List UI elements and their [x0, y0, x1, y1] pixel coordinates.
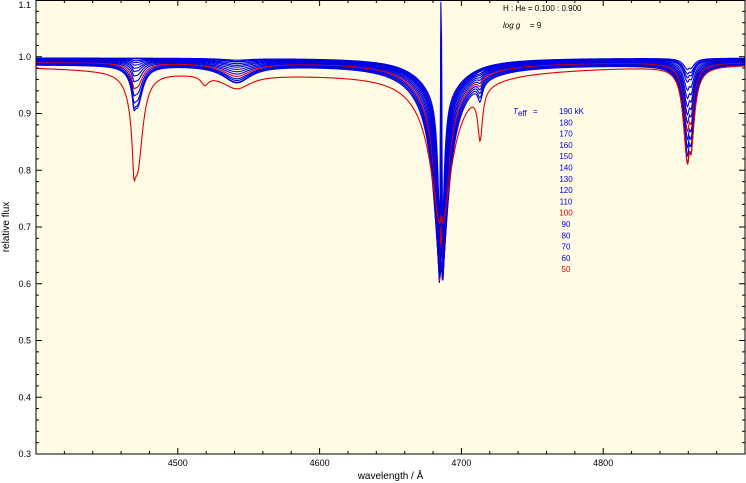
gravity-annotation: log g — [503, 21, 521, 30]
legend-entry: 70 — [562, 243, 571, 252]
x-tick-label: 4600 — [310, 458, 330, 468]
legend: T eff = 190 kK 180 170 160 150 140 130 120 110 10… — [513, 107, 585, 274]
spectrum-line-70 — [35, 64, 746, 275]
y-tick-label: 1.0 — [18, 52, 31, 62]
x-tick-label: 4700 — [451, 458, 471, 468]
spectrum-line-120 — [36, 61, 746, 283]
spectrum-line-160 — [36, 58, 745, 259]
legend-entry: 80 — [562, 231, 571, 240]
spectrum-line-60 — [36, 64, 746, 271]
legend-entry: 60 — [562, 254, 571, 263]
spectrum-line-190 — [36, 1, 745, 227]
x-axis-label: wavelength / Å — [357, 469, 424, 482]
spectrum-line-90 — [36, 62, 746, 280]
y-tick-label: 0.6 — [18, 279, 31, 289]
y-tick-label: 0.3 — [18, 449, 31, 459]
y-tick-label: 0.8 — [18, 165, 31, 175]
legend-entry: 180 — [559, 118, 573, 127]
gravity-value: = 9 — [530, 21, 542, 30]
legend-entry: 120 — [559, 186, 573, 195]
legend-entry: 100 — [559, 209, 573, 218]
legend-entry: 160 — [559, 141, 573, 150]
spectrum-line-130 — [36, 60, 746, 279]
legend-entry: 50 — [562, 265, 571, 274]
series-layer — [35, 1, 746, 283]
legend-entry: 110 — [560, 197, 573, 206]
x-tick-label: 4500 — [168, 458, 188, 468]
legend-entry: 150 — [559, 152, 573, 161]
y-tick-label: 0.5 — [18, 336, 31, 346]
spectrum-line-80 — [36, 63, 746, 278]
legend-title-subscript: eff — [518, 109, 528, 118]
y-tick-label: 0.9 — [18, 109, 31, 119]
legend-entry: 140 — [559, 164, 573, 173]
composition-annotation: H : He = 0.100 : 0.900 — [503, 4, 582, 13]
legend-entry: 130 — [559, 175, 573, 184]
legend-title-equals: = — [533, 107, 538, 116]
x-tick-label: 4800 — [593, 458, 613, 468]
axis-layer: 4500 4600 4700 4800 0.3 0.4 0.5 0.6 0.7 0.8 0.9 1.0… — [18, 0, 745, 468]
spectrum-line-100 — [35, 62, 746, 281]
spectrum-line-150 — [36, 59, 746, 264]
legend-entry: 90 — [562, 220, 571, 229]
y-tick-label: 0.7 — [18, 222, 31, 232]
y-tick-label: 0.4 — [18, 392, 31, 402]
y-axis-label: relative flux — [1, 202, 12, 253]
spectrum-line-50 — [35, 65, 746, 225]
legend-title: T — [513, 107, 519, 116]
legend-entry: 170 — [559, 130, 573, 139]
spectrum-line-170 — [36, 58, 745, 249]
spectrum-line-140 — [36, 59, 746, 274]
y-tick-label: 1.1 — [18, 0, 31, 10]
spectrum-line-110 — [36, 61, 746, 283]
legend-entry: 190 kK — [559, 107, 585, 116]
